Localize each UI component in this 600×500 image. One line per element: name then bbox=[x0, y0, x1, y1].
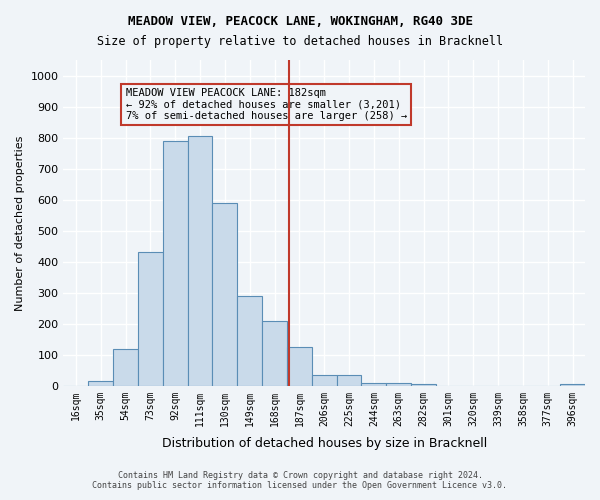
Bar bbox=[386, 382, 411, 386]
Bar bbox=[411, 384, 436, 386]
Bar bbox=[237, 296, 262, 386]
Bar bbox=[560, 384, 585, 386]
Bar bbox=[138, 252, 163, 386]
Text: MEADOW VIEW PEACOCK LANE: 182sqm
← 92% of detached houses are smaller (3,201)
7%: MEADOW VIEW PEACOCK LANE: 182sqm ← 92% o… bbox=[125, 88, 407, 121]
Text: Contains HM Land Registry data © Crown copyright and database right 2024.
Contai: Contains HM Land Registry data © Crown c… bbox=[92, 470, 508, 490]
X-axis label: Distribution of detached houses by size in Bracknell: Distribution of detached houses by size … bbox=[161, 437, 487, 450]
Text: Size of property relative to detached houses in Bracknell: Size of property relative to detached ho… bbox=[97, 35, 503, 48]
Bar bbox=[88, 381, 113, 386]
Bar bbox=[188, 136, 212, 386]
Bar bbox=[287, 347, 312, 386]
Bar bbox=[337, 375, 361, 386]
Bar bbox=[163, 140, 188, 386]
Bar bbox=[312, 375, 337, 386]
Bar bbox=[262, 320, 287, 386]
Bar bbox=[361, 382, 386, 386]
Bar bbox=[212, 202, 237, 386]
Bar bbox=[113, 348, 138, 386]
Text: MEADOW VIEW, PEACOCK LANE, WOKINGHAM, RG40 3DE: MEADOW VIEW, PEACOCK LANE, WOKINGHAM, RG… bbox=[128, 15, 473, 28]
Y-axis label: Number of detached properties: Number of detached properties bbox=[15, 135, 25, 310]
